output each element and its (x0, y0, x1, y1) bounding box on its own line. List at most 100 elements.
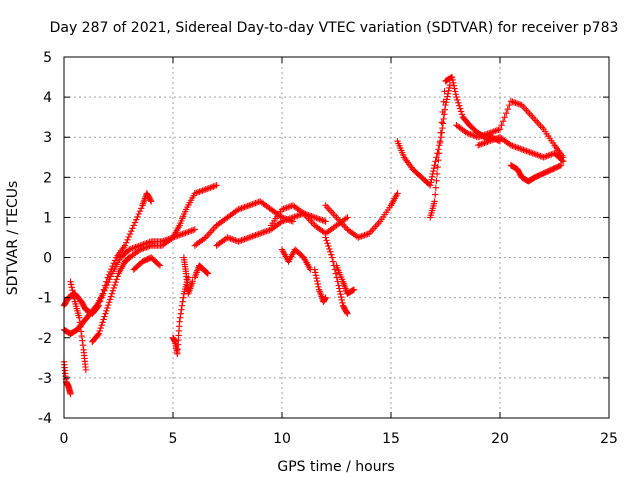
data-point (451, 88, 459, 95)
data-point (541, 153, 549, 160)
data-point (236, 237, 244, 245)
data-point (155, 261, 162, 268)
data-point (96, 327, 104, 335)
data-point (106, 296, 114, 303)
data-point (129, 245, 136, 252)
data-point (247, 233, 255, 241)
data-point (445, 87, 452, 95)
data-point (448, 73, 456, 81)
data-point (499, 117, 507, 125)
data-point (343, 309, 350, 316)
data-point (534, 151, 541, 159)
data-point (156, 262, 164, 269)
series-arc-s (394, 81, 454, 189)
data-point (322, 218, 329, 225)
data-point (133, 216, 140, 223)
data-point (264, 227, 272, 234)
y-tick-label: -4 (38, 411, 52, 427)
data-point (546, 151, 554, 159)
data-point (77, 323, 84, 331)
data-point (112, 278, 119, 286)
data-point (109, 287, 117, 294)
data-point (138, 205, 145, 212)
data-point (252, 199, 259, 207)
data-point (451, 85, 458, 92)
data-point (444, 93, 451, 100)
data-point (238, 205, 245, 212)
data-point (247, 201, 255, 209)
y-tick-label: 2 (43, 170, 52, 186)
data-point (211, 182, 219, 190)
data-point (283, 216, 290, 223)
data-point (176, 318, 183, 325)
series-arc-n (278, 246, 314, 273)
data-point (349, 287, 357, 294)
data-point (127, 245, 135, 253)
data-point (176, 314, 184, 321)
data-point (492, 127, 499, 135)
data-point (509, 142, 516, 150)
data-point (128, 227, 135, 235)
data-point (186, 227, 194, 235)
data-point (335, 282, 342, 289)
data-point (242, 203, 250, 210)
data-point (529, 150, 536, 157)
data-point (131, 219, 139, 226)
data-point (278, 206, 286, 213)
series-arc-u (453, 97, 567, 161)
data-point (344, 310, 351, 317)
data-point (540, 154, 547, 161)
x-tick-label: 5 (169, 431, 178, 447)
data-point (432, 158, 439, 165)
data-point (526, 148, 533, 156)
data-point (490, 128, 497, 135)
data-point (235, 206, 242, 213)
data-point (517, 145, 524, 152)
data-point (177, 231, 184, 238)
data-point (452, 91, 459, 98)
data-point (278, 218, 286, 225)
data-point (143, 244, 150, 251)
data-point (446, 84, 453, 92)
data-point (253, 231, 261, 238)
x-tick-label: 10 (273, 431, 291, 447)
data-point (313, 277, 321, 285)
data-point (200, 186, 208, 194)
data-point (322, 234, 329, 241)
data-point (110, 260, 118, 267)
data-point (481, 131, 488, 139)
data-point (440, 115, 447, 123)
data-point (95, 330, 103, 337)
data-point (432, 184, 440, 191)
data-point (484, 130, 491, 137)
data-point (501, 113, 508, 121)
series-arc-k (191, 198, 297, 249)
y-tick-label: 4 (43, 90, 52, 106)
data-point (105, 299, 113, 306)
data-point (428, 173, 436, 180)
data-point (394, 190, 401, 197)
data-point (458, 111, 466, 118)
data-point (179, 230, 186, 238)
data-point (312, 269, 319, 276)
data-point (359, 232, 367, 239)
data-point (492, 135, 499, 143)
data-point (292, 213, 300, 220)
data-point (69, 287, 76, 294)
data-point (438, 119, 445, 126)
data-point (324, 240, 331, 247)
data-point (241, 203, 248, 211)
data-point (487, 137, 494, 144)
data-point (200, 235, 208, 242)
data-point (249, 201, 256, 208)
data-point (138, 245, 146, 253)
data-point (313, 274, 320, 282)
data-point (136, 207, 144, 215)
data-point (250, 200, 258, 207)
data-point (312, 272, 320, 279)
data-point (132, 244, 139, 251)
data-point (456, 102, 463, 109)
data-point (478, 132, 485, 140)
data-point (288, 202, 295, 210)
data-point (311, 266, 318, 273)
